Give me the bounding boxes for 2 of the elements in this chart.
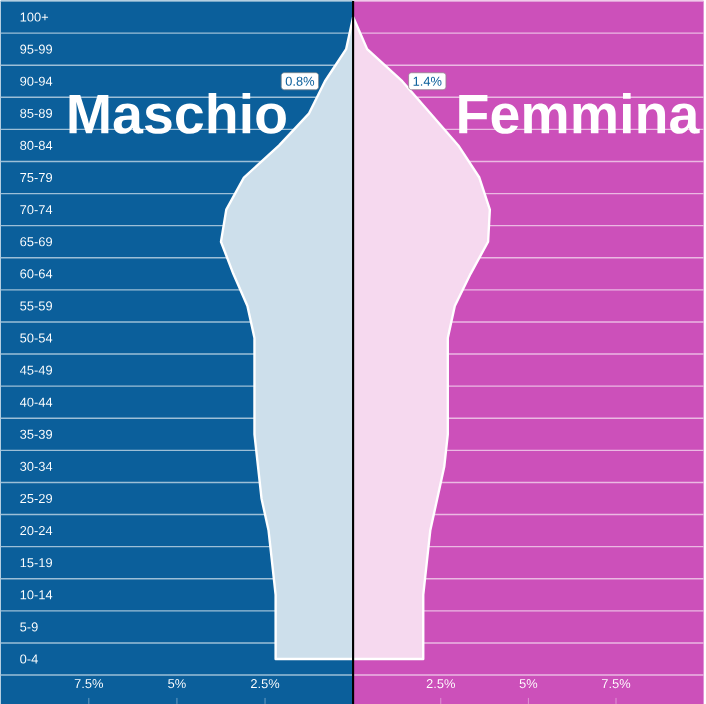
text: Maschio xyxy=(69,92,286,134)
text: Femmina xyxy=(459,92,700,134)
